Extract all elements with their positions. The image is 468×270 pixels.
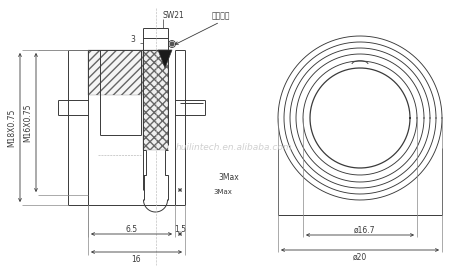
- Text: 1.5: 1.5: [174, 224, 186, 234]
- Text: 16: 16: [132, 255, 141, 265]
- Bar: [88, 50, 143, 95]
- Text: ø16.7: ø16.7: [354, 225, 376, 235]
- Text: 3Max: 3Max: [213, 189, 232, 195]
- Text: M16X0.75: M16X0.75: [23, 103, 32, 142]
- Text: 3: 3: [131, 35, 135, 45]
- Text: ø20: ø20: [353, 252, 367, 262]
- Text: SW21: SW21: [162, 12, 184, 21]
- Polygon shape: [158, 50, 172, 68]
- Circle shape: [170, 42, 174, 46]
- Text: 此处封胶: 此处封胶: [212, 12, 231, 21]
- Text: 6.5: 6.5: [125, 224, 138, 234]
- Text: M18X0.75: M18X0.75: [7, 108, 16, 147]
- Bar: [143, 50, 168, 150]
- Text: 3Max: 3Max: [218, 174, 239, 183]
- Text: huilintech.en.alibaba.com: huilintech.en.alibaba.com: [176, 143, 292, 153]
